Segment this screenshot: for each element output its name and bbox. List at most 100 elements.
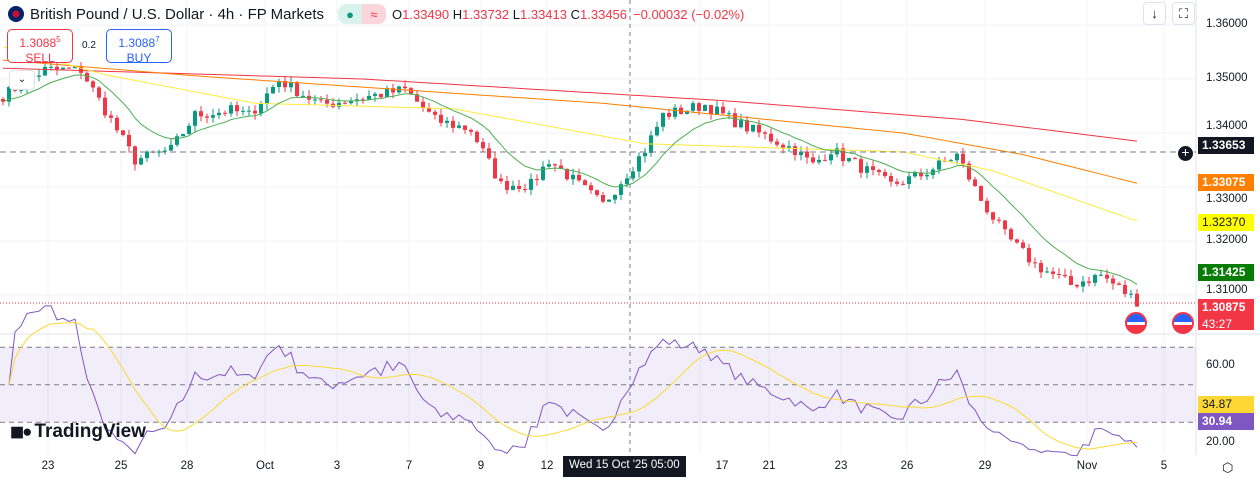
candle	[427, 107, 431, 112]
candle	[565, 168, 569, 180]
candle	[997, 219, 1001, 221]
candle	[241, 110, 245, 112]
candle	[703, 105, 707, 111]
ohlc-L: L1.33413	[513, 7, 567, 22]
candle	[721, 106, 725, 114]
market-open-icon: ●	[338, 4, 362, 24]
candle	[571, 174, 575, 180]
candle	[535, 178, 539, 180]
us-event-flag-icon[interactable]	[1172, 312, 1194, 334]
candle	[865, 166, 869, 173]
candle	[973, 179, 977, 187]
candle	[529, 178, 533, 190]
add-plus-icon[interactable]: +	[1177, 145, 1194, 162]
ma-red-line	[2, 67, 1138, 142]
candle	[43, 66, 47, 76]
candle	[439, 114, 443, 123]
symbol-title[interactable]: British Pound / U.S. Dollar · 4h · FP Ma…	[30, 5, 324, 23]
candle	[763, 132, 767, 134]
crosshair-price-tag: 1.33653	[1198, 137, 1254, 154]
candle	[55, 66, 59, 70]
candle	[283, 81, 287, 88]
sell-price: 1.3088	[19, 36, 57, 50]
collapse-chevron-icon[interactable]: ⌄	[9, 70, 35, 90]
tradingview-logo[interactable]: ◼● TradingView	[10, 421, 146, 443]
candle	[685, 110, 689, 114]
candle	[781, 144, 785, 148]
time-axis-label: Oct	[256, 460, 274, 472]
candle	[163, 150, 167, 152]
candle	[559, 165, 563, 169]
time-axis-label: 5	[1160, 460, 1168, 472]
buy-button[interactable]: 1.30887 BUY	[106, 29, 172, 65]
candle	[127, 135, 131, 147]
ohlc-value: 1.33456	[580, 6, 628, 22]
candle	[991, 212, 995, 220]
rsi-ma-tag: 34.87	[1198, 396, 1254, 413]
ohlc-key: O	[392, 6, 403, 22]
candle	[1117, 283, 1121, 285]
candle	[409, 88, 413, 95]
candle	[817, 159, 821, 163]
candle	[475, 131, 479, 143]
time-axis-label: 23	[41, 460, 55, 472]
candle	[73, 66, 77, 69]
time-axis-label: 17	[715, 460, 729, 472]
candle	[481, 142, 485, 149]
ohlc-key: L	[512, 6, 520, 22]
candle	[1123, 284, 1127, 294]
candle	[841, 148, 845, 162]
candle	[355, 99, 359, 102]
price-axis-label: 1.34000	[1206, 120, 1248, 132]
candle	[109, 115, 113, 118]
candle	[391, 88, 395, 93]
settings-gear-icon[interactable]: ⬡	[1222, 460, 1234, 475]
candle	[769, 133, 773, 142]
candle	[523, 188, 527, 190]
candle	[217, 112, 221, 116]
candle	[493, 158, 497, 179]
price-change: −0.00032 (−0.02%)	[633, 6, 745, 22]
bar-countdown: 43:27	[1202, 317, 1233, 331]
sell-button[interactable]: 1.30885 SELL	[7, 29, 73, 65]
time-axis-label: 28	[180, 460, 194, 472]
candle	[985, 200, 989, 213]
buy-price-pip: 7	[155, 35, 160, 44]
sell-label: SELL	[25, 51, 55, 65]
candle	[955, 153, 959, 161]
fullscreen-icon[interactable]: ⛶	[1172, 2, 1195, 25]
candle	[1045, 271, 1049, 273]
candle	[1105, 274, 1109, 279]
candle	[607, 199, 611, 202]
gbp-usd-flag-icon	[8, 6, 24, 22]
time-axis-label: 26	[900, 460, 914, 472]
wave-icon: ≈	[362, 4, 386, 24]
time-axis-label: 12	[540, 460, 554, 472]
candle	[1087, 281, 1091, 283]
ohlc-key: H	[452, 6, 463, 22]
candle	[121, 130, 125, 136]
ma-yellow-line	[2, 46, 1138, 222]
candle	[169, 144, 173, 151]
candle	[847, 158, 851, 162]
candle	[157, 151, 161, 153]
last-price: 1.30875	[1202, 300, 1246, 314]
candle	[1015, 239, 1019, 243]
buy-label: BUY	[126, 51, 152, 65]
candle	[433, 111, 437, 115]
candle	[49, 66, 53, 68]
price-axis-label: 1.33000	[1206, 193, 1248, 205]
candle	[883, 171, 887, 176]
candle	[253, 110, 257, 114]
market-status[interactable]: ● ≈	[338, 4, 386, 24]
candle	[1129, 293, 1133, 295]
candle	[877, 170, 881, 172]
rsi-axis-label: 60.00	[1206, 359, 1235, 371]
us-event-flag-icon[interactable]	[1125, 312, 1147, 334]
ohlc-value: 1.33413	[520, 6, 567, 22]
candle	[655, 126, 659, 136]
candle	[295, 82, 299, 97]
arrow-down-icon[interactable]: ↓	[1143, 2, 1166, 25]
last-price-tag: 1.30875 43:27	[1198, 299, 1254, 331]
